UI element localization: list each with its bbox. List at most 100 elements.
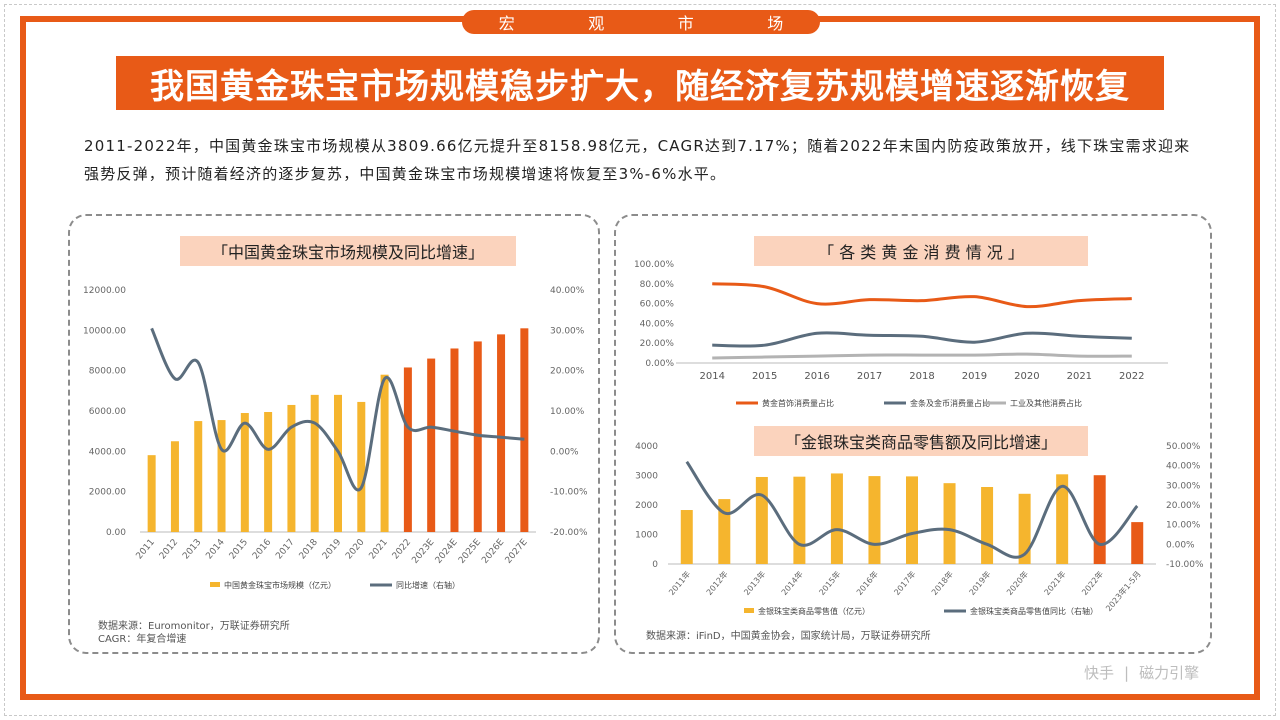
x-tick-label: 2020 [1014, 371, 1039, 382]
y2-tick-label: -20.00% [550, 528, 588, 538]
x-tick-label: 2011 [135, 538, 157, 562]
y-tick-label: 6000.00 [89, 407, 126, 417]
y-tick-label: 4000 [635, 442, 658, 452]
market-size-bar [403, 367, 412, 532]
y-tick-label: 0.00 [106, 528, 126, 538]
retail-sales-bar [906, 476, 918, 564]
x-tick-label: 2011年 [666, 569, 692, 597]
x-tick-label: 2016年 [854, 569, 880, 597]
consumption-series-line [712, 331, 1132, 348]
market-size-bar [240, 413, 249, 532]
magnetic-engine-logo: 磁力引擎 [1139, 664, 1200, 682]
y-tick-label: 3000 [635, 472, 658, 482]
retail-sales-bar [830, 473, 843, 564]
footer-logos: 快手 | 磁力引擎 [1084, 662, 1199, 683]
x-tick-label: 2018 [909, 371, 934, 382]
x-tick-label: 2017 [274, 538, 296, 562]
x-tick-label: 2016 [251, 537, 274, 561]
x-tick-label: 2015 [752, 371, 777, 382]
x-tick-label: 2026E [480, 537, 506, 566]
y2-tick-label: -10.00% [550, 488, 588, 498]
source-line: 数据来源：iFinD，中国黄金协会，国家统计局，万联证券研究所 [646, 631, 931, 642]
retail-sales-bar [1018, 493, 1031, 564]
market-size-bar [170, 441, 179, 532]
retail-sales-chart-title: 「金银珠宝类商品零售额及同比增速」 [754, 426, 1088, 456]
market-size-chart: 12000.00 10000.00 8000.00 6000.00 4000.00 200… [83, 286, 588, 590]
y2-tick-label: 20.00% [1166, 501, 1201, 511]
x-tick-label: 2022年 [1079, 569, 1105, 597]
market-size-bar [380, 374, 389, 532]
y-tick-label: 8000.00 [89, 367, 126, 377]
market-size-bar [497, 334, 506, 532]
retail-sales-bar [981, 487, 994, 564]
x-tick-label: 2012 [158, 538, 180, 562]
x-tick-label: 2013年 [741, 569, 767, 597]
x-tick-label: 2019年 [967, 569, 993, 597]
x-tick-label: 2022 [1119, 371, 1144, 382]
retail-sales-bar [680, 510, 693, 564]
x-tick-label: 2023E [410, 537, 436, 566]
yoy-growth-line [150, 327, 525, 492]
y-tick-label: 20.00% [640, 339, 675, 349]
retail-sales-bar [1056, 474, 1069, 564]
y-tick-label: 12000.00 [83, 286, 126, 296]
headline: 我国黄金珠宝市场规模稳步扩大，随经济复苏规模增速逐渐恢复 [116, 56, 1164, 110]
market-size-bar [217, 420, 226, 532]
x-tick-label: 2025E [457, 537, 483, 566]
section-tab: 宏 观 市 场 [462, 10, 820, 34]
x-tick-label: 2021 [368, 538, 390, 562]
source-line: 数据来源：Euromonitor，万联证券研究所 [98, 621, 290, 632]
x-tick-label: 2020年 [1004, 569, 1030, 597]
x-tick-label: 2019 [321, 537, 344, 561]
market-size-chart-title: 「中国黄金珠宝市场规模及同比增速」 [180, 236, 516, 266]
x-tick-label: 2022 [391, 538, 413, 562]
y-tick-label: 2000.00 [89, 488, 126, 498]
x-tick-label: 2014 [699, 371, 724, 382]
market-size-bar [357, 401, 366, 532]
kuaishou-logo: 快手 [1084, 664, 1115, 682]
retail-sales-bar [1131, 522, 1144, 564]
retail-sales-source: 数据来源：iFinD，中国黄金协会，国家统计局，万联证券研究所 [646, 630, 931, 643]
x-tick-label: 2018年 [929, 569, 955, 597]
y-tick-label: 10000.00 [83, 326, 126, 336]
y-tick-label: 0.00% [645, 359, 674, 369]
x-tick-label: 2015 [228, 538, 250, 562]
retail-sales-chart: 4000 3000 2000 1000 0 50.00% 40.00% 30.00% 20.00… [635, 442, 1204, 616]
x-tick-label: 2015年 [817, 569, 843, 597]
y2-tick-label: 40.00% [1166, 462, 1201, 472]
y2-tick-label: 10.00% [550, 407, 585, 417]
x-tick-label: 2021 [1067, 371, 1092, 382]
y2-tick-label: 30.00% [1166, 481, 1201, 491]
x-tick-label: 2019 [962, 371, 987, 382]
retail-sales-bar [755, 476, 768, 564]
x-tick-label: 2016 [804, 371, 829, 382]
outer-dashed-border [4, 4, 1276, 716]
y-tick-label: 60.00% [640, 300, 675, 310]
legend-swatch-bar [210, 582, 220, 587]
market-size-bar [264, 412, 273, 532]
market-size-bar [473, 341, 482, 532]
gold-consumption-panel [614, 214, 1212, 654]
section-tab-char: 宏 [498, 14, 515, 33]
x-tick-label: 2020 [344, 537, 367, 561]
x-tick-label: 2017年 [892, 569, 918, 597]
legend-label: 工业及其他消费占比 [1010, 398, 1082, 408]
y2-tick-label: -10.00% [1166, 560, 1204, 570]
market-size-panel [68, 214, 600, 654]
section-tab-char: 市 [677, 14, 694, 33]
market-size-bar [450, 348, 459, 532]
legend-label: 金银珠宝类商品零售值同比（右轴） [970, 606, 1098, 616]
market-size-bar [310, 394, 319, 532]
x-tick-label: 2023年1-5月 [1103, 569, 1142, 613]
consumption-series-line [712, 352, 1132, 360]
retail-yoy-line [685, 460, 1139, 559]
gold-consumption-chart-title: 「 各 类 黄 金 消 费 情 况 」 [754, 236, 1088, 266]
retail-sales-bar [1093, 475, 1106, 564]
gold-consumption-chart: 100.00% 80.00% 60.00% 40.00% 20.00% 0.00% 2014… [634, 260, 1168, 408]
x-tick-label: 2014年 [779, 569, 805, 597]
x-tick-label: 2018 [298, 537, 321, 561]
source-line: CAGR：年复合增速 [98, 634, 187, 645]
legend-label: 中国黄金珠宝市场规模（亿元） [224, 580, 336, 590]
y2-tick-label: 0.00% [1166, 540, 1195, 550]
